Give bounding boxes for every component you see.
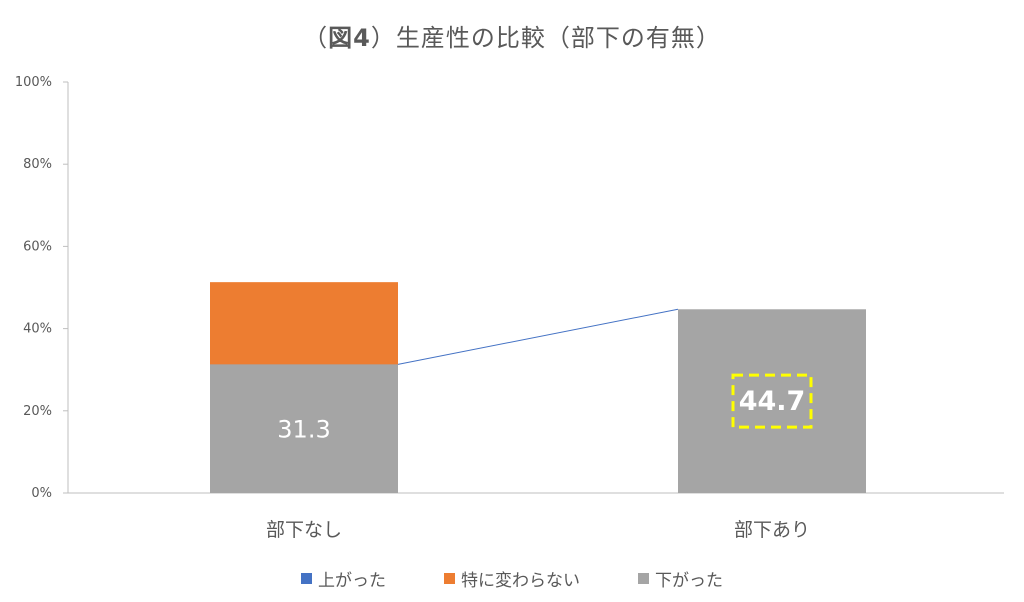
- y-tick-label: 60%: [23, 239, 52, 254]
- bar-segment: [678, 309, 866, 493]
- legend-item: 下がった: [638, 566, 723, 591]
- category-label: 部下なし: [266, 519, 342, 541]
- data-label: 31.3: [277, 416, 330, 444]
- legend-swatch: [638, 573, 649, 584]
- y-tick-label: 20%: [23, 404, 52, 419]
- legend-label: 下がった: [655, 571, 723, 591]
- legend-item: 上がった: [301, 566, 386, 591]
- chart-title: （図4）生産性の比較（部下の有無）: [303, 24, 721, 52]
- y-tick-label: 40%: [23, 322, 52, 337]
- legend: 上がった 特に変わらない 下がった: [0, 566, 1024, 591]
- series-line: [397, 308, 679, 365]
- bar-segment: [210, 364, 398, 493]
- legend-item: 特に変わらない: [444, 566, 580, 591]
- legend-swatch: [444, 573, 455, 584]
- legend-label: 上がった: [318, 571, 386, 591]
- data-label: 44.7: [739, 386, 806, 417]
- highlight-box: [731, 373, 813, 429]
- chart-plot: 0%20%40%60%80%100%17.351.331.3部下なし19.336…: [15, 75, 1004, 541]
- legend-swatch: [301, 573, 312, 584]
- y-tick-label: 0%: [31, 486, 52, 501]
- legend-label: 特に変わらない: [461, 571, 580, 591]
- y-tick-label: 80%: [23, 157, 52, 172]
- y-tick-label: 100%: [15, 75, 52, 90]
- category-label: 部下あり: [734, 519, 810, 541]
